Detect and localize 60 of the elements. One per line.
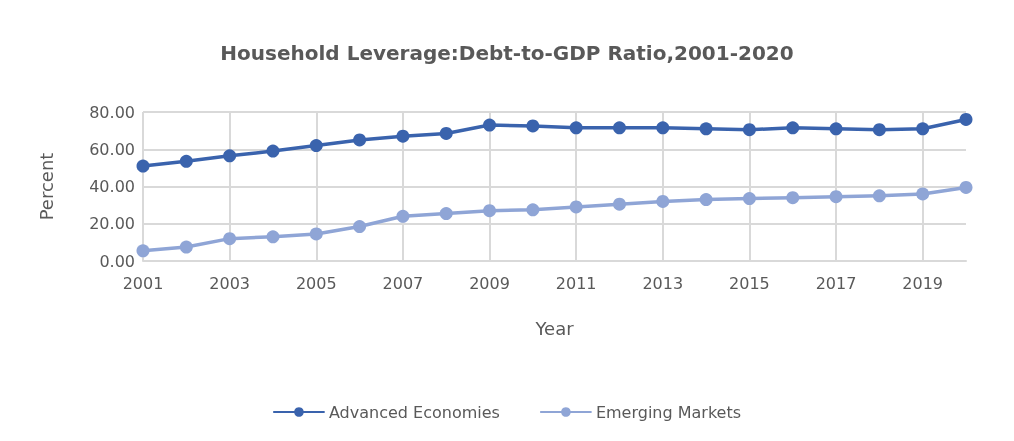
point [223,149,237,163]
y-tick-label: 60.00 [89,139,135,159]
point [699,122,713,136]
x-tick-label: 2013 [642,273,684,293]
x-tick-label: 2011 [555,273,597,293]
point [569,121,583,135]
legend-label: Emerging Markets [595,402,742,422]
point [439,126,453,140]
point [353,220,367,234]
point [353,133,367,147]
point [656,194,670,208]
point [526,203,540,217]
point [309,139,323,153]
x-tick-label: 2003 [209,273,250,293]
point [742,192,756,206]
y-tick-label: 40.00 [89,177,135,196]
point [872,123,886,137]
y-tick-label: 0.00 [99,251,135,271]
point [699,193,713,207]
chart-title: Household Leverage:Debt-to-GDP Ratio,2001-2020 [220,41,794,65]
point [829,122,843,136]
point [439,207,453,220]
point [612,121,626,135]
point [786,191,800,205]
point [916,187,930,201]
point [959,112,973,126]
x-tick-label: 2009 [469,273,510,293]
point [179,154,193,168]
point [569,200,583,214]
point [483,204,497,218]
legend-label: Advanced Economies [328,402,500,422]
point [136,244,150,258]
point [223,232,237,246]
x-axis-title: Year [534,317,575,339]
point [786,121,800,135]
point [396,129,410,143]
point [872,189,886,203]
point [266,230,280,244]
point [483,118,497,132]
y-tick-label: 20.00 [89,214,135,234]
point [309,227,323,241]
point [136,159,150,173]
point [916,122,930,136]
x-tick-label: 2001 [122,273,164,293]
point [742,123,756,137]
point [612,197,626,211]
x-tick-label: 2007 [382,273,424,293]
point [396,209,410,223]
x-tick-label: 2017 [815,273,857,293]
point [179,240,193,254]
point [829,190,843,204]
point [266,144,280,158]
x-tick-label: 2019 [902,273,944,293]
point [959,180,973,194]
point [526,119,540,133]
point [656,121,670,135]
x-tick-label: 2005 [295,273,337,293]
y-tick-label: 80.00 [89,102,135,122]
x-tick-label: 2015 [729,273,770,293]
y-axis-title: Percent [35,152,57,221]
